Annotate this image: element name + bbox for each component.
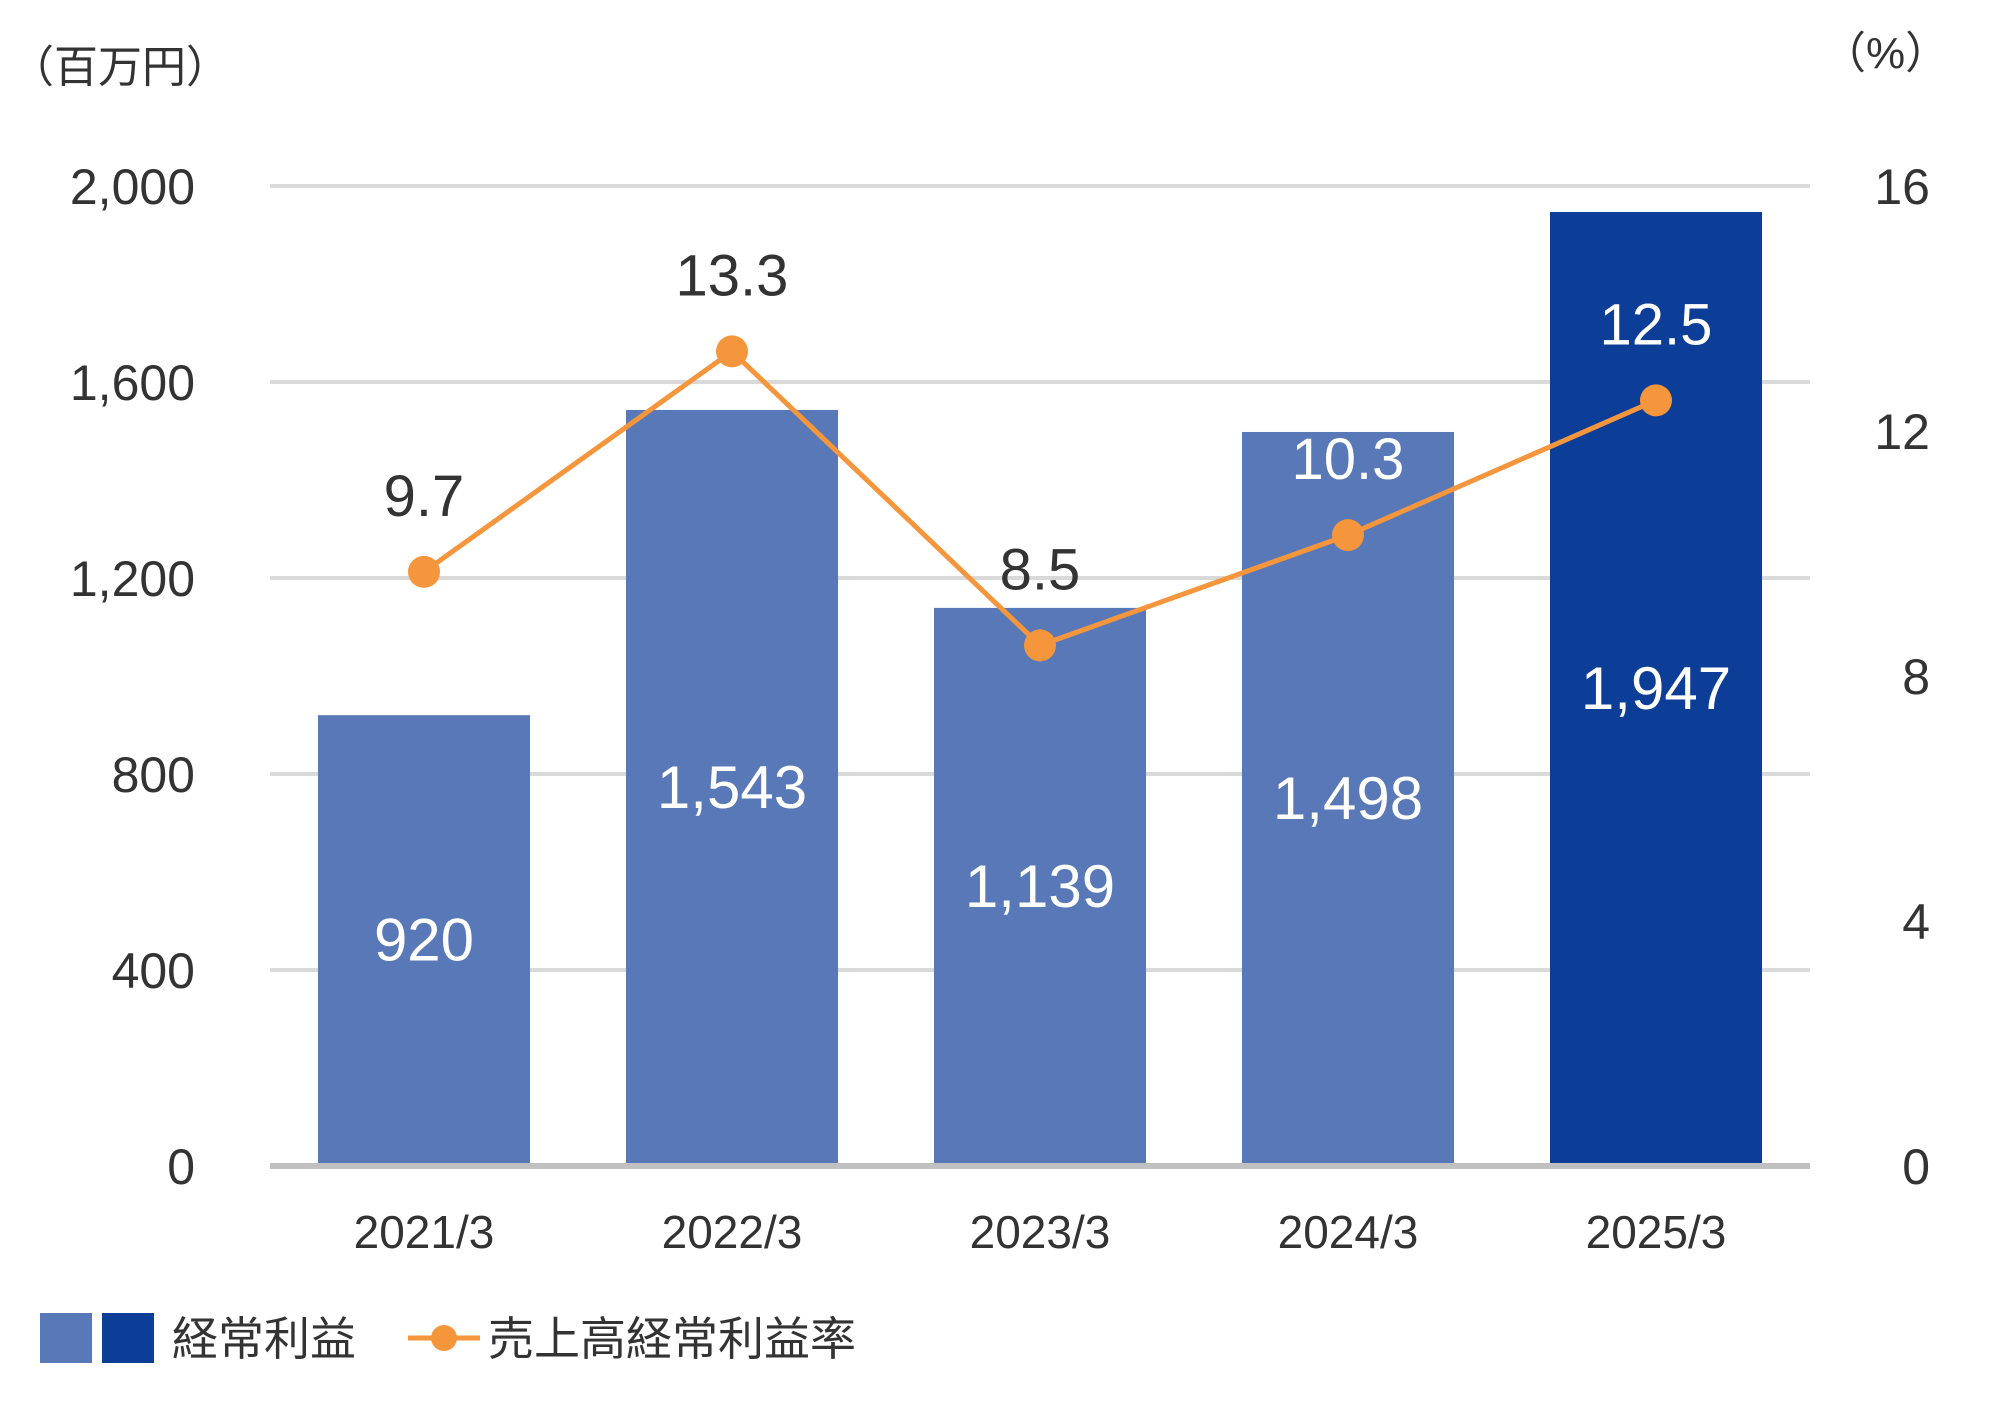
legend-swatch-bar xyxy=(40,1313,92,1363)
rate-point xyxy=(1024,629,1056,662)
legend-label-bar: 経常利益 xyxy=(172,1313,356,1365)
rate-value-label: 12.5 xyxy=(1600,292,1713,357)
bar-value-label: 1,498 xyxy=(1273,765,1423,832)
rate-point xyxy=(716,335,748,368)
x-tick-label: 2023/3 xyxy=(970,1206,1111,1258)
left-tick-label: 800 xyxy=(112,747,195,803)
bar xyxy=(318,715,530,1166)
right-axis-ticks: 0 4 8 12 16 xyxy=(1874,159,1930,1195)
left-tick-label: 1,200 xyxy=(70,551,195,607)
x-tick-label: 2021/3 xyxy=(354,1206,495,1258)
rate-value-label: 10.3 xyxy=(1292,427,1405,492)
bar-value-label: 1,947 xyxy=(1581,655,1731,722)
bar-value-label: 920 xyxy=(374,907,474,974)
rate-point xyxy=(1640,384,1672,417)
left-tick-label: 400 xyxy=(112,943,195,999)
legend-swatch-bar-highlight xyxy=(102,1313,154,1363)
legend-label-line: 売上高経常利益率 xyxy=(488,1313,856,1365)
right-tick-label: 8 xyxy=(1902,649,1930,705)
line-series: 9.7 13.3 8.5 10.3 12.5 xyxy=(384,243,1713,662)
legend-swatch-marker xyxy=(431,1325,457,1351)
x-tick-label: 2025/3 xyxy=(1586,1206,1727,1258)
bar xyxy=(1242,431,1454,1167)
bar xyxy=(626,409,838,1166)
bar-value-label: 1,139 xyxy=(965,853,1115,920)
right-tick-label: 12 xyxy=(1874,404,1930,460)
left-axis-ticks: 0 400 800 1,200 1,600 2,000 xyxy=(70,159,195,1195)
rate-point xyxy=(408,555,440,588)
legend: 経常利益 売上高経常利益率 xyxy=(40,1313,856,1365)
rate-value-label: 13.3 xyxy=(676,243,789,308)
right-tick-label: 0 xyxy=(1902,1139,1930,1195)
right-axis-unit: （%） xyxy=(1822,29,1949,78)
rate-value-label: 9.7 xyxy=(384,464,465,529)
rate-value-label: 8.5 xyxy=(1000,537,1081,602)
bar-series: 920 1,543 1,139 1,498 1,947 xyxy=(318,211,1762,1167)
x-tick-label: 2022/3 xyxy=(662,1206,803,1258)
x-axis-ticks: 2021/3 2022/3 2023/3 2024/3 2025/3 xyxy=(354,1206,1727,1258)
bar xyxy=(934,607,1146,1166)
bar xyxy=(1550,211,1762,1167)
right-tick-label: 16 xyxy=(1874,159,1930,215)
left-axis-unit: （百万円） xyxy=(10,43,230,92)
left-tick-label: 2,000 xyxy=(70,159,195,215)
x-tick-label: 2024/3 xyxy=(1278,1206,1419,1258)
right-tick-label: 4 xyxy=(1902,894,1930,950)
left-tick-label: 1,600 xyxy=(70,355,195,411)
rate-point xyxy=(1332,519,1364,552)
bar-value-label: 1,543 xyxy=(657,754,807,821)
left-tick-label: 0 xyxy=(167,1139,195,1195)
